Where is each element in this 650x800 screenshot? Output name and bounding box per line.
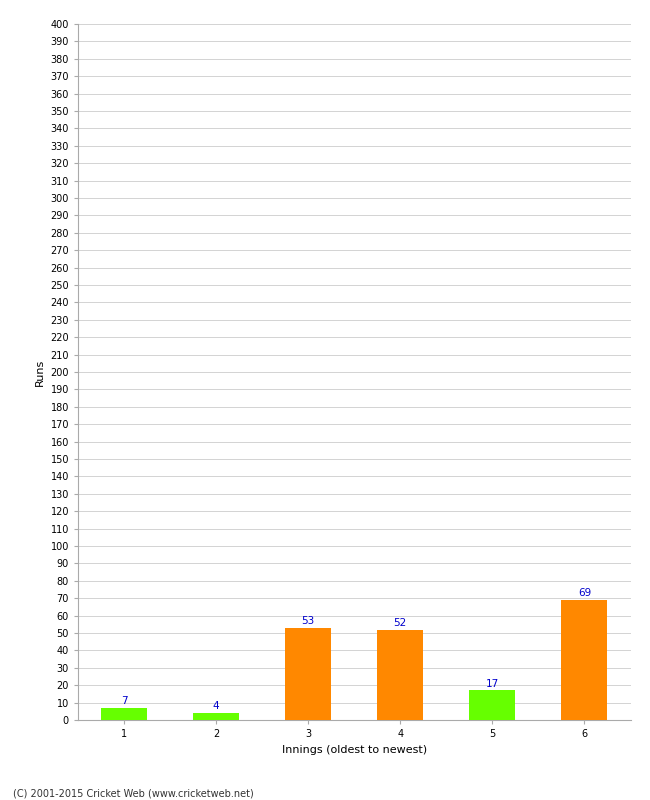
Bar — [469, 690, 515, 720]
Bar — [377, 630, 423, 720]
Text: 52: 52 — [394, 618, 407, 628]
Text: 7: 7 — [121, 696, 127, 706]
Bar — [193, 713, 239, 720]
Bar — [101, 708, 147, 720]
Text: (C) 2001-2015 Cricket Web (www.cricketweb.net): (C) 2001-2015 Cricket Web (www.cricketwe… — [13, 788, 254, 798]
Bar — [285, 628, 332, 720]
Text: 17: 17 — [486, 678, 499, 689]
Text: 53: 53 — [302, 616, 315, 626]
X-axis label: Innings (oldest to newest): Innings (oldest to newest) — [281, 745, 427, 754]
Text: 4: 4 — [213, 702, 220, 711]
Text: 69: 69 — [578, 588, 591, 598]
Y-axis label: Runs: Runs — [35, 358, 45, 386]
Bar — [562, 600, 608, 720]
